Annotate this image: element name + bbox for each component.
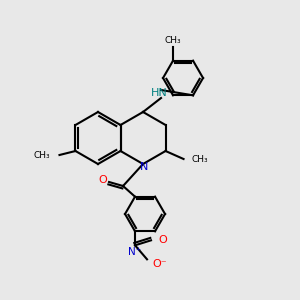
Text: N: N [140,162,148,172]
Text: CH₃: CH₃ [34,151,50,160]
Text: HN: HN [151,88,167,98]
Text: N⁺: N⁺ [128,247,142,257]
Text: CH₃: CH₃ [165,36,181,45]
Text: CH₃: CH₃ [191,154,208,164]
Text: O⁻: O⁻ [152,259,167,269]
Text: O: O [99,175,107,185]
Text: O: O [158,235,167,245]
